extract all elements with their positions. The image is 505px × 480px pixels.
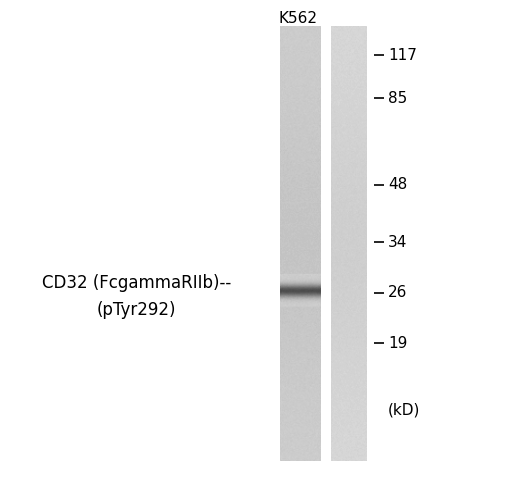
Text: 85: 85 — [388, 91, 407, 106]
Text: K562: K562 — [278, 11, 318, 26]
Text: 117: 117 — [388, 48, 417, 63]
Text: 34: 34 — [388, 235, 407, 250]
Text: CD32 (FcgammaRIIb)--: CD32 (FcgammaRIIb)-- — [42, 274, 231, 292]
Text: (kD): (kD) — [388, 403, 420, 418]
Text: (pTyr292): (pTyr292) — [96, 300, 176, 319]
Text: 19: 19 — [388, 336, 407, 351]
Text: 48: 48 — [388, 177, 407, 192]
Text: 26: 26 — [388, 285, 407, 300]
